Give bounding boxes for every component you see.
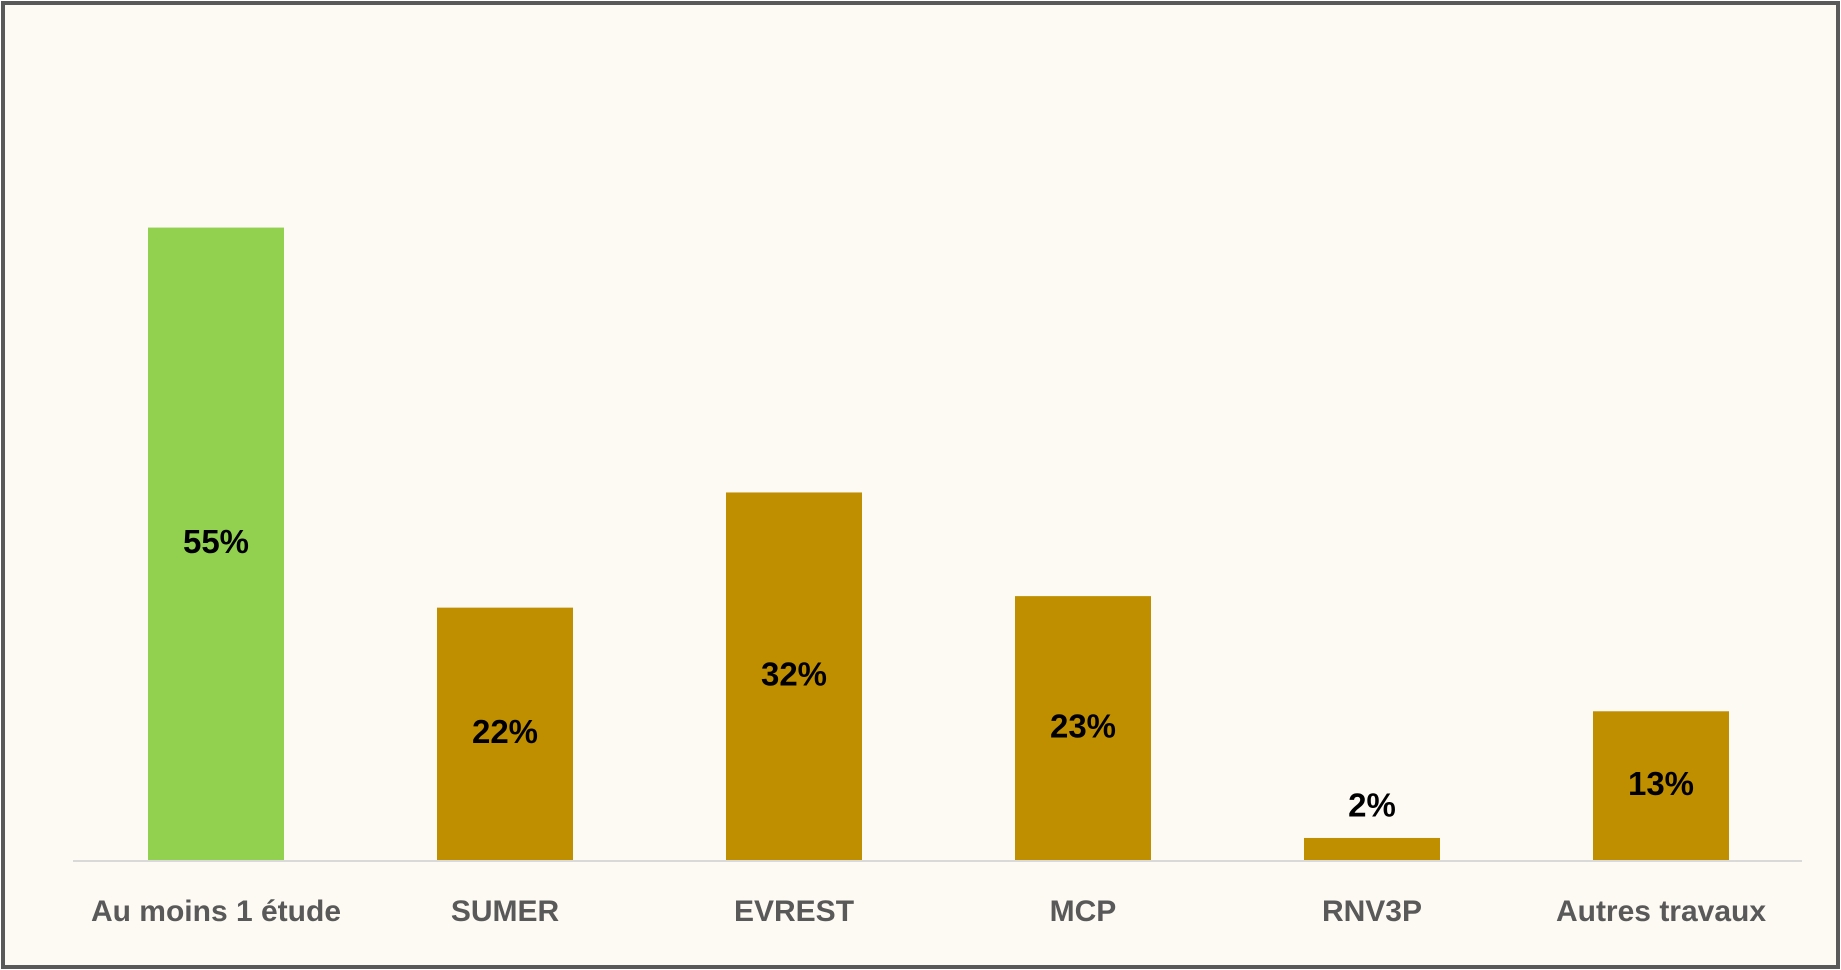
value-label: 13% bbox=[1628, 765, 1694, 802]
value-label: 55% bbox=[183, 523, 249, 560]
value-label: 32% bbox=[761, 655, 827, 692]
x-tick-label: RNV3P bbox=[1322, 895, 1422, 928]
x-tick-label: Au moins 1 étude bbox=[91, 895, 341, 928]
bar bbox=[1015, 596, 1151, 861]
bar bbox=[148, 227, 284, 862]
x-tick-label: EVREST bbox=[734, 895, 854, 928]
x-tick-label: MCP bbox=[1050, 895, 1117, 928]
value-label: 23% bbox=[1050, 707, 1116, 744]
value-label: 2% bbox=[1348, 787, 1396, 824]
bar bbox=[726, 492, 862, 861]
value-label: 22% bbox=[472, 713, 538, 750]
x-tick-label: SUMER bbox=[451, 895, 560, 928]
bar bbox=[437, 607, 573, 861]
bar bbox=[1593, 711, 1729, 861]
x-tick-label: Autres travaux bbox=[1556, 895, 1766, 928]
bar bbox=[1304, 837, 1440, 861]
